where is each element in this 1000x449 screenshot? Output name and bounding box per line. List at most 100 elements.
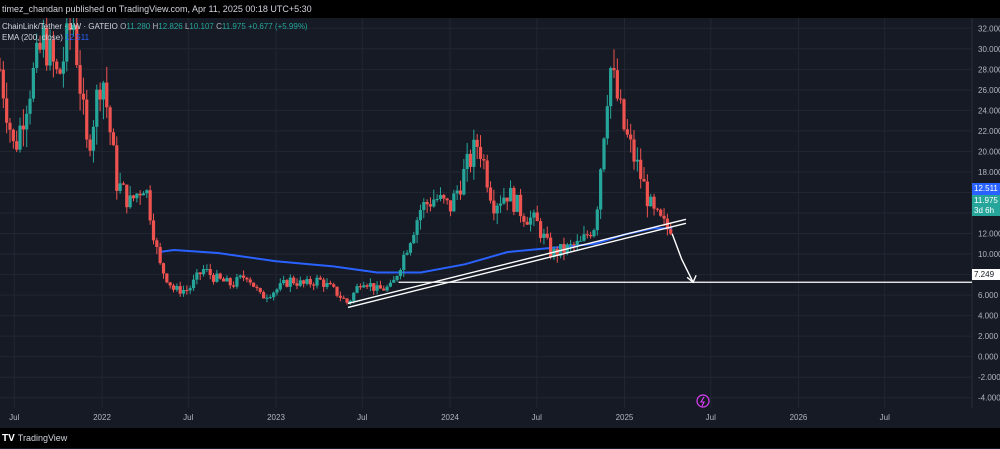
candle-body	[452, 193, 456, 212]
candle-body	[335, 286, 339, 296]
candle-body	[135, 193, 139, 199]
candle-body	[155, 240, 159, 247]
candle-body	[605, 106, 609, 139]
candle-body	[438, 194, 443, 200]
candle-body	[662, 215, 666, 219]
candle-body	[522, 216, 526, 222]
candle-body	[348, 300, 352, 303]
x-tick-label: 2026	[790, 413, 808, 422]
candle-body	[128, 195, 132, 208]
y-tick-label: 28.000	[978, 65, 1000, 74]
candle-body	[392, 279, 396, 283]
candle-body	[465, 153, 469, 169]
candle-body	[482, 158, 486, 161]
candle-body	[338, 295, 342, 298]
candle-body	[88, 139, 92, 151]
candle-body	[422, 202, 426, 211]
candle-body	[388, 282, 393, 287]
candle-body	[592, 230, 596, 237]
candle-body	[228, 278, 232, 286]
candle-body	[435, 199, 439, 201]
candle-body	[41, 27, 45, 50]
candle-body	[625, 129, 629, 135]
candle-body	[395, 276, 399, 280]
candle-body	[91, 126, 96, 151]
candle-body	[448, 200, 453, 212]
y-tick-label: 22.000	[978, 127, 1000, 136]
candle-body	[221, 278, 226, 282]
candle-body	[352, 292, 356, 301]
candle-body	[528, 217, 533, 225]
candle-body	[225, 278, 229, 282]
candle-body	[302, 280, 306, 284]
candle-body	[75, 24, 79, 66]
y-tick-label: 26.000	[978, 86, 1000, 95]
candle-body	[405, 252, 409, 255]
candle-body	[195, 272, 199, 280]
lightning-event-icon	[696, 394, 710, 408]
candle-body	[542, 233, 546, 238]
candle-body	[188, 288, 192, 291]
footer-bar: TV TradingView	[0, 428, 1000, 448]
candle-body	[85, 99, 89, 140]
candle-body	[198, 272, 202, 275]
candle-body	[68, 23, 72, 31]
arrow-head-icon	[686, 275, 697, 284]
candle-body	[408, 243, 413, 253]
candle-body	[138, 193, 142, 196]
candle-body	[58, 69, 62, 74]
candle-body	[171, 285, 176, 290]
candle-body	[18, 125, 22, 150]
candle-body	[211, 275, 216, 282]
candle-body	[609, 68, 613, 107]
candle-body	[579, 240, 583, 242]
candle-body	[258, 288, 262, 293]
candle-body	[78, 65, 82, 94]
candle-body	[375, 285, 379, 291]
candle-body	[292, 277, 296, 284]
candle-body	[512, 187, 516, 212]
y-tick-label: 10.000	[978, 250, 1000, 259]
candle-body	[0, 69, 2, 71]
candle-body	[659, 209, 663, 216]
candle-body	[362, 285, 366, 288]
y-tick-label: 24.000	[978, 106, 1000, 115]
candle-body	[428, 204, 433, 207]
symbol-label[interactable]: ChainLink/Tether · 1W · GATEIO	[2, 22, 118, 31]
chart-legend: ChainLink/Tether · 1W · GATEIO O11.280 H…	[2, 21, 308, 43]
candle-body	[312, 284, 316, 286]
candle-body	[115, 145, 119, 191]
ohlc-values: O11.280 H12.826 L10.107 C11.975 +0.677 (…	[120, 22, 308, 31]
candle-body	[582, 234, 586, 241]
candle-body	[98, 89, 102, 100]
candle-body	[478, 146, 483, 159]
tradingview-logo-icon: TV	[2, 433, 15, 444]
candle-body	[332, 284, 336, 287]
candle-body	[175, 286, 179, 290]
candle-body	[555, 248, 559, 256]
ema-indicator-label[interactable]: EMA (200, close)	[2, 33, 63, 42]
candle-body	[585, 234, 589, 236]
candle-body	[548, 237, 553, 257]
brand-label: TradingView	[17, 433, 68, 443]
candle-body	[589, 235, 593, 237]
candle-body	[1, 69, 5, 99]
candle-body	[238, 275, 242, 278]
last-price-tag: 11.975	[972, 195, 1000, 206]
candle-body	[358, 286, 362, 288]
candle-body	[425, 202, 429, 205]
candle-body	[325, 282, 329, 287]
candle-body	[65, 23, 69, 62]
candle-body	[5, 98, 9, 123]
candle-body	[322, 279, 326, 287]
candle-body	[398, 270, 403, 277]
y-tick-label: 32.000	[978, 24, 1000, 33]
ema-price-tag: 12.511	[972, 183, 1000, 195]
y-tick-label: 0.000	[978, 353, 999, 362]
candle-body	[502, 197, 506, 204]
candle-body	[241, 275, 246, 278]
candle-body	[101, 82, 106, 100]
candle-body	[538, 221, 543, 238]
candle-body	[629, 134, 633, 140]
